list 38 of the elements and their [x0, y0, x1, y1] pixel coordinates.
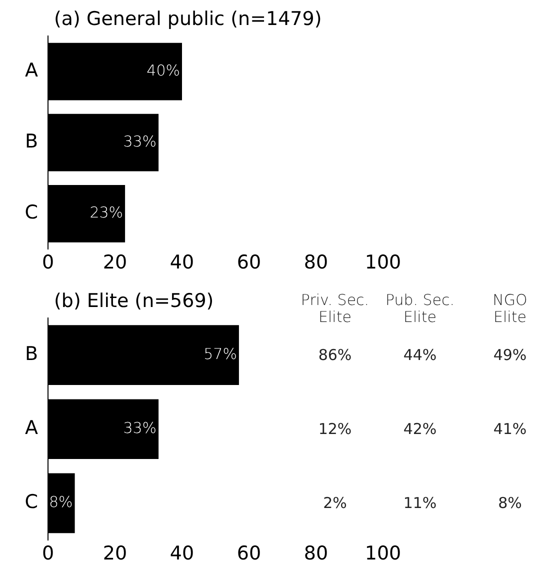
text: 44%: [403, 346, 437, 364]
x-tick-label: 80: [304, 542, 328, 565]
x-tick-label: 20: [102, 252, 128, 274]
y-tick-label: A: [25, 59, 38, 82]
x-tick-label: 40: [170, 252, 194, 274]
data-label: 33%: [123, 418, 157, 437]
x-tick-label: 80: [304, 252, 328, 274]
chart-title: (a) General public (n=1479): [54, 8, 322, 30]
text: 8%: [498, 494, 522, 512]
category-label: Pub. Sec. Elite: [385, 291, 455, 326]
category-label: NGO Elite: [492, 291, 528, 326]
y-tick-label: A: [25, 417, 38, 440]
x-tick-label: 0: [42, 252, 54, 274]
text: 42%: [403, 420, 437, 438]
data-label: 23%: [90, 204, 124, 222]
x-tick-label: 60: [236, 542, 262, 565]
x-tick-label: 20: [102, 542, 128, 565]
text: 12%: [318, 420, 352, 438]
text: 41%: [493, 420, 527, 438]
text: 2%: [323, 494, 347, 512]
x-tick-label: 100: [364, 542, 402, 565]
x-tick-label: 60: [236, 252, 262, 274]
data-label: 57%: [204, 344, 237, 363]
data-label: 40%: [146, 61, 180, 80]
y-tick-label: B: [24, 342, 38, 365]
y-tick-label: C: [24, 491, 38, 514]
x-tick-label: 0: [42, 542, 54, 565]
text: 49%: [493, 346, 527, 364]
category-label: Priv. Sec. Elite: [300, 291, 370, 326]
text: 11%: [403, 494, 437, 512]
y-tick-label: B: [24, 130, 38, 153]
text: 86%: [318, 346, 352, 364]
x-tick-label: 100: [364, 252, 402, 274]
data-label: 8%: [49, 493, 73, 512]
data-label: 33%: [123, 132, 157, 150]
y-tick-label: C: [24, 202, 38, 224]
x-tick-label: 40: [170, 542, 194, 565]
chart-title: (b) Elite (n=569): [54, 290, 214, 312]
